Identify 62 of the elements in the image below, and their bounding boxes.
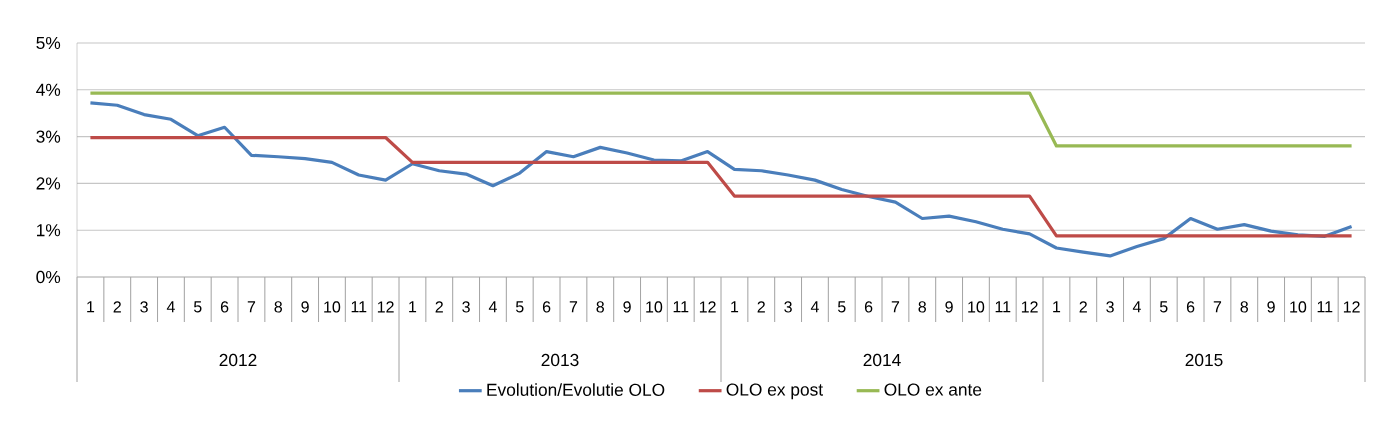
x-tick-label: 4	[488, 301, 497, 313]
x-tick-label: 8	[596, 301, 604, 313]
x-tick-label: 6	[542, 301, 551, 313]
line-series	[88, 101, 1354, 258]
x-tick-label: 9	[945, 301, 953, 313]
x-tick-label: 4	[810, 301, 819, 313]
x-tick-label: 11	[995, 301, 1011, 313]
x-tick-label: 7	[1213, 301, 1222, 313]
x-tick-label: 12	[1343, 301, 1360, 313]
x-tick-label: 3	[462, 301, 470, 313]
x-tick-label: 11	[673, 301, 689, 313]
x-tick-label: 10	[324, 301, 341, 313]
x-tick-label: 11	[351, 301, 367, 313]
x-tick-label: 1	[731, 301, 739, 313]
x-tick-label: 12	[377, 301, 394, 313]
x-tick-label: 11	[1317, 301, 1333, 313]
x-tick-label: 12	[1021, 301, 1038, 313]
x-tick-label: 3	[784, 301, 792, 313]
x-tick-label: 6	[1186, 301, 1195, 313]
text: 2015	[1185, 353, 1223, 367]
x-tick-label: 1	[87, 301, 95, 313]
y-tick-label: 4%	[36, 83, 61, 96]
x-tick-label: 9	[623, 301, 631, 313]
y-tick-label: 1%	[37, 224, 61, 237]
x-tick-label: 8	[274, 301, 283, 313]
y-tick-label: 3%	[36, 130, 61, 143]
x-tick-label: 10	[1290, 301, 1307, 313]
x-tick-label: 10	[646, 301, 663, 313]
x-tick-label: 8	[918, 301, 927, 313]
y-tick-label: 0%	[36, 270, 61, 284]
x-tick-label: 7	[247, 301, 256, 313]
x-tick-label: 8	[1240, 301, 1248, 313]
text: 2014	[863, 353, 901, 367]
x-tick-label: 6	[220, 301, 229, 313]
y-tick-label: 2%	[36, 177, 61, 190]
x-tick-label: 4	[1132, 301, 1141, 313]
x-tick-label: 5	[193, 301, 202, 313]
x-tick-label: 4	[166, 301, 175, 313]
text: 2012	[219, 353, 257, 367]
legend-label: OLO ex ante	[884, 383, 982, 396]
x-tick-label: 2	[435, 301, 443, 313]
x-tick-label: 5	[1159, 301, 1168, 313]
x-tick-label: 10	[968, 301, 985, 313]
x-tick-label: 3	[140, 301, 148, 313]
legend-label: Evolution/Evolutie OLO	[487, 383, 665, 396]
x-tick-label: 5	[515, 301, 524, 313]
x-tick-label: 7	[891, 301, 900, 313]
x-tick-label: 5	[837, 301, 846, 313]
y-tick-label: 5%	[36, 36, 61, 50]
x-tick-label: 1	[409, 301, 417, 313]
x-tick-label: 12	[699, 301, 716, 313]
text: 2013	[541, 353, 579, 367]
x-tick-label: 9	[1267, 301, 1275, 313]
x-tick-label: 7	[569, 301, 578, 313]
x-tick-label: 1	[1053, 301, 1061, 313]
x-tick-label: 3	[1106, 301, 1114, 313]
x-tick-label: 2	[757, 301, 765, 313]
legend-label: OLO ex post	[726, 383, 823, 400]
x-tick-label: 2	[113, 301, 121, 313]
x-tick-label: 2	[1079, 301, 1087, 313]
x-tick-label: 6	[864, 301, 873, 313]
x-tick-label: 9	[301, 301, 309, 313]
